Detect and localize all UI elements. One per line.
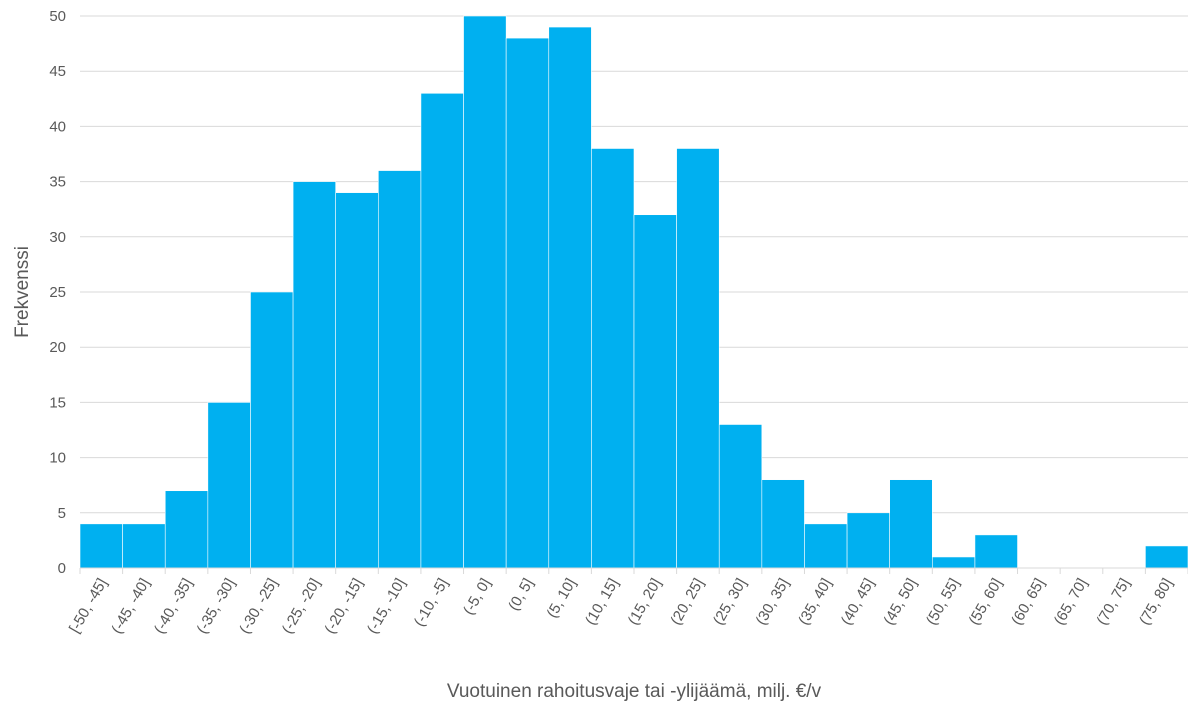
histogram-bar bbox=[335, 192, 379, 569]
x-tick-label: (45, 50] bbox=[880, 576, 920, 629]
x-tick-label: (40, 45] bbox=[838, 576, 878, 629]
histogram-bar bbox=[250, 291, 294, 569]
x-tick-label: (50, 55] bbox=[923, 576, 963, 629]
x-tick-label: (10, 15] bbox=[582, 576, 622, 629]
x-tick-label: (-5, 0] bbox=[460, 576, 494, 618]
x-tick-label: (-35, -30] bbox=[193, 576, 238, 637]
y-tick-label: 0 bbox=[58, 560, 66, 577]
histogram-bar bbox=[207, 402, 251, 569]
y-tick-label: 15 bbox=[49, 394, 66, 411]
histogram-bar bbox=[79, 523, 123, 569]
histogram-bar bbox=[378, 170, 422, 569]
histogram-bar bbox=[932, 556, 976, 569]
x-tick-label: (75, 80] bbox=[1136, 576, 1176, 629]
histogram-bar bbox=[889, 479, 933, 569]
y-tick-label: 35 bbox=[49, 174, 66, 191]
y-tick-label: 10 bbox=[49, 450, 66, 467]
histogram-bar bbox=[292, 181, 336, 569]
x-tick-label: (15, 20] bbox=[625, 576, 665, 629]
x-tick-label: (-40, -35] bbox=[151, 576, 196, 637]
x-tick-label: (-10, -5] bbox=[411, 576, 452, 630]
y-tick-label: 45 bbox=[49, 63, 66, 80]
x-tick-label: (-15, -10] bbox=[364, 576, 409, 637]
histogram-bar bbox=[164, 490, 209, 569]
x-axis-title: Vuotuinen rahoitusvaje tai -ylijäämä, mi… bbox=[447, 681, 822, 702]
y-tick-label: 25 bbox=[49, 284, 66, 301]
histogram-bar bbox=[974, 534, 1018, 569]
y-axis-title: Frekvenssi bbox=[12, 246, 33, 338]
histogram-bar bbox=[122, 523, 166, 569]
y-tick-label: 50 bbox=[49, 8, 66, 25]
x-tick-label: (70, 75] bbox=[1093, 576, 1133, 629]
x-tick-label: (0, 5] bbox=[505, 576, 537, 614]
x-tick-label: (-30, -25] bbox=[236, 576, 281, 637]
histogram-bar bbox=[718, 424, 763, 569]
y-tick-label: 5 bbox=[58, 505, 66, 522]
histogram-bar bbox=[1145, 545, 1188, 569]
histogram-bar bbox=[804, 523, 848, 569]
histogram-bar bbox=[420, 92, 464, 569]
histogram-bar bbox=[846, 512, 890, 569]
x-tick-label: (5, 10] bbox=[544, 576, 580, 621]
histogram-bar bbox=[548, 26, 592, 569]
x-tick-label: [-50, -45] bbox=[66, 576, 111, 636]
histogram-bar bbox=[761, 479, 805, 569]
x-tick-label: (65, 70] bbox=[1051, 576, 1091, 629]
x-tick-label: (-45, -40] bbox=[108, 576, 153, 637]
y-tick-label: 30 bbox=[49, 229, 66, 246]
y-tick-label: 40 bbox=[49, 118, 66, 135]
histogram-bar bbox=[505, 37, 550, 569]
histogram-bar bbox=[463, 15, 507, 569]
histogram-bar bbox=[633, 214, 677, 569]
y-tick-label: 20 bbox=[49, 339, 66, 356]
x-tick-label: (25, 30] bbox=[710, 576, 750, 629]
histogram-bar bbox=[591, 148, 635, 569]
x-tick-label: (-25, -20] bbox=[279, 576, 324, 637]
bars bbox=[79, 15, 1188, 569]
x-tick-label: (30, 35] bbox=[752, 576, 792, 629]
x-tick-label: (20, 25] bbox=[667, 576, 707, 629]
x-tick-label: (35, 40] bbox=[795, 576, 835, 629]
histogram-bar bbox=[676, 148, 720, 569]
x-tick-label: (-20, -15] bbox=[321, 576, 366, 637]
x-tick-label: (60, 65] bbox=[1008, 576, 1048, 629]
x-tick-label: (55, 60] bbox=[966, 576, 1006, 629]
